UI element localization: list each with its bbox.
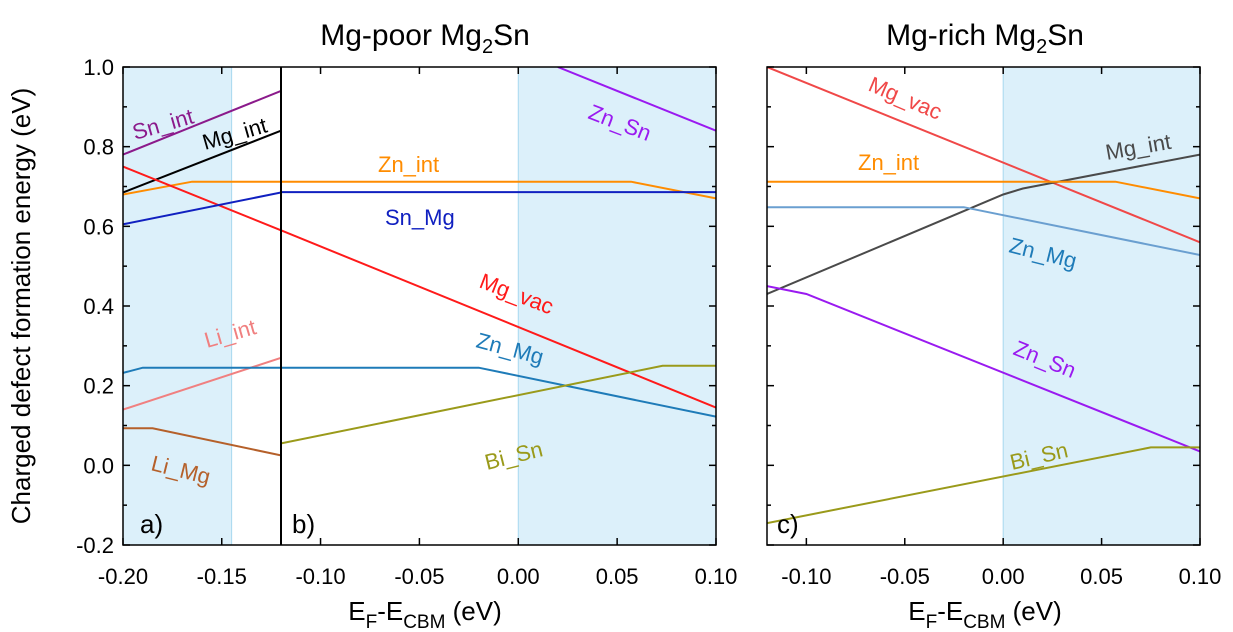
x-axis-label-right: EF-ECBM (eV)	[908, 596, 1062, 632]
panel-b-series-line-0	[557, 67, 716, 132]
x-tick-label: -0.05	[394, 564, 444, 589]
title-mg-rich: Mg-rich Mg2Sn	[886, 19, 1084, 58]
panel-b-shaded-region	[517, 67, 716, 545]
panel-c-shaded-region	[1002, 67, 1200, 545]
panel-a-series-line-5	[123, 356, 281, 411]
panel-b-series-line-5	[281, 364, 716, 445]
x-tick-label: 0.05	[596, 564, 639, 589]
label-zn-int-b: Zn_int	[378, 152, 439, 177]
x-tick-label: -0.15	[197, 564, 247, 589]
panel-c-series-line-4	[767, 285, 1200, 453]
y-tick-label: 0.4	[83, 294, 114, 319]
panel-a-series-line-3	[123, 165, 281, 232]
panel-c-series-line-0	[767, 67, 1200, 244]
panel-c-series-line-1	[767, 153, 1200, 295]
panel-c-series-line-3	[767, 206, 1200, 256]
panel-a-series-line-0	[123, 89, 281, 156]
x-axis-label-left: EF-ECBM (eV)	[348, 596, 502, 632]
x-tick-label: -0.10	[295, 564, 345, 589]
label-sn-mg: Sn_Mg	[385, 205, 455, 230]
panel-c-series-line-2	[767, 180, 1200, 200]
x-tick-label: 0.10	[1179, 564, 1222, 589]
panel-b-shade-0	[518, 67, 716, 545]
y-tick-label: -0.2	[76, 533, 114, 558]
y-tick-label: 0.0	[83, 453, 114, 478]
panel-a-lines	[123, 89, 281, 457]
label-zn-int-c: Zn_int	[858, 150, 919, 175]
x-tick-label: 0.10	[695, 564, 738, 589]
panel-a-series-line-6	[123, 366, 281, 374]
panel-label-a: a)	[140, 509, 163, 539]
panel-a-series-line-7	[123, 427, 281, 457]
panel-c-shade-0	[1003, 67, 1200, 545]
panel-b-series-line-3	[281, 229, 716, 409]
panel-label-c: c)	[777, 509, 799, 539]
panel-b-lines	[281, 67, 716, 445]
panel-a-series-line-2	[123, 180, 281, 196]
y-tick-label: 0.2	[83, 374, 114, 399]
label-mg-vac-c: Mg_vac	[865, 72, 946, 125]
panel-b-series-line-4	[281, 366, 716, 418]
panel-a-series-line-1	[123, 129, 281, 194]
y-tick-label: 0.8	[83, 135, 114, 160]
x-tick-label: 0.00	[497, 564, 540, 589]
y-tick-label: 1.0	[83, 55, 114, 80]
panel-c-lines	[767, 67, 1200, 525]
x-tick-label: -0.05	[880, 564, 930, 589]
axis-ticks: -0.2 0.0 0.2 0.4 0.6 0.8 1.0 -0.20 -0.15 -0.10 -0.…	[76, 55, 1221, 589]
title-mg-poor: Mg-poor Mg2Sn	[320, 19, 530, 58]
x-tick-label: -0.20	[98, 564, 148, 589]
x-tick-label: -0.10	[781, 564, 831, 589]
x-tick-label: 0.00	[982, 564, 1025, 589]
x-tick-label: 0.05	[1080, 564, 1123, 589]
panel-label-b: b)	[292, 509, 315, 539]
panel-c-series-line-5	[767, 446, 1200, 525]
panel-a-series-line-4	[123, 191, 281, 226]
y-tick-label: 0.6	[83, 214, 114, 239]
y-axis-label: Charged defect formation energy (eV)	[6, 88, 36, 524]
